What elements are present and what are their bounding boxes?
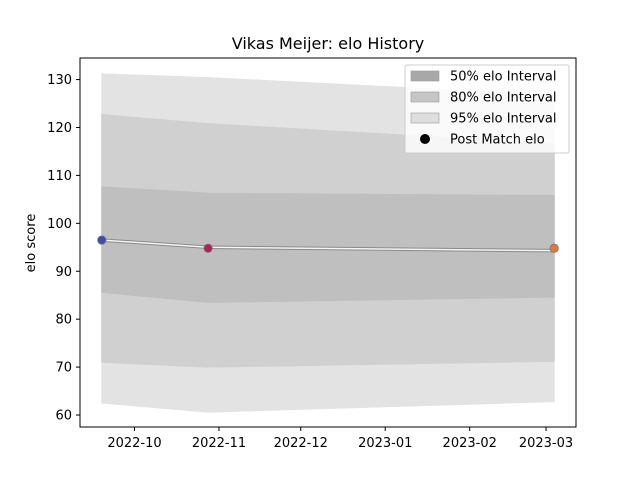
- x-tick-label-4: 2023-02: [443, 436, 497, 451]
- x-tick-label-2: 2022-12: [274, 436, 328, 451]
- x-tick-label-0: 2022-10: [107, 436, 161, 451]
- x-tick-label-1: 2022-11: [192, 436, 246, 451]
- y-tick-label-120: 120: [47, 121, 72, 136]
- legend-label-2: 80% elo Interval: [450, 91, 557, 106]
- post-match-point-3: [549, 243, 559, 253]
- y-tick-label-130: 130: [47, 73, 72, 88]
- y-tick-label-90: 90: [55, 265, 72, 280]
- legend-swatch-1: [410, 70, 440, 82]
- interval-band-3: [101, 186, 555, 303]
- legend: 50% elo Interval 80% elo Interval 95% elo …: [404, 64, 570, 154]
- legend-swatch-2: [410, 91, 440, 103]
- post-match-point-1: [97, 235, 107, 245]
- legend-swatch-3: [410, 112, 440, 124]
- y-tick-label-70: 70: [55, 361, 72, 376]
- y-tick-label-110: 110: [47, 169, 72, 184]
- legend-label-4: Post Match elo: [450, 133, 545, 148]
- y-tick-label-80: 80: [55, 313, 72, 328]
- plot-frame: [79, 57, 577, 428]
- x-tick-label-3: 2023-01: [358, 436, 412, 451]
- chart-title: Vikas Meijer: elo History: [232, 34, 425, 53]
- y-axis-label: elo score: [24, 214, 39, 273]
- legend-marker-post-match: [420, 134, 430, 144]
- x-tick-label-5: 2023-03: [519, 436, 573, 451]
- post-match-point-2: [203, 243, 213, 253]
- y-tick-label-60: 60: [55, 409, 72, 424]
- legend-label-1: 50% elo Interval: [450, 70, 557, 85]
- legend-box: [404, 64, 570, 154]
- legend-label-3: 95% elo Interval: [450, 112, 557, 127]
- y-tick-label-100: 100: [47, 217, 72, 232]
- plot-area: 60 70 80 90 100 110 120 130 2022-10 2022-11 2022-1…: [47, 57, 577, 451]
